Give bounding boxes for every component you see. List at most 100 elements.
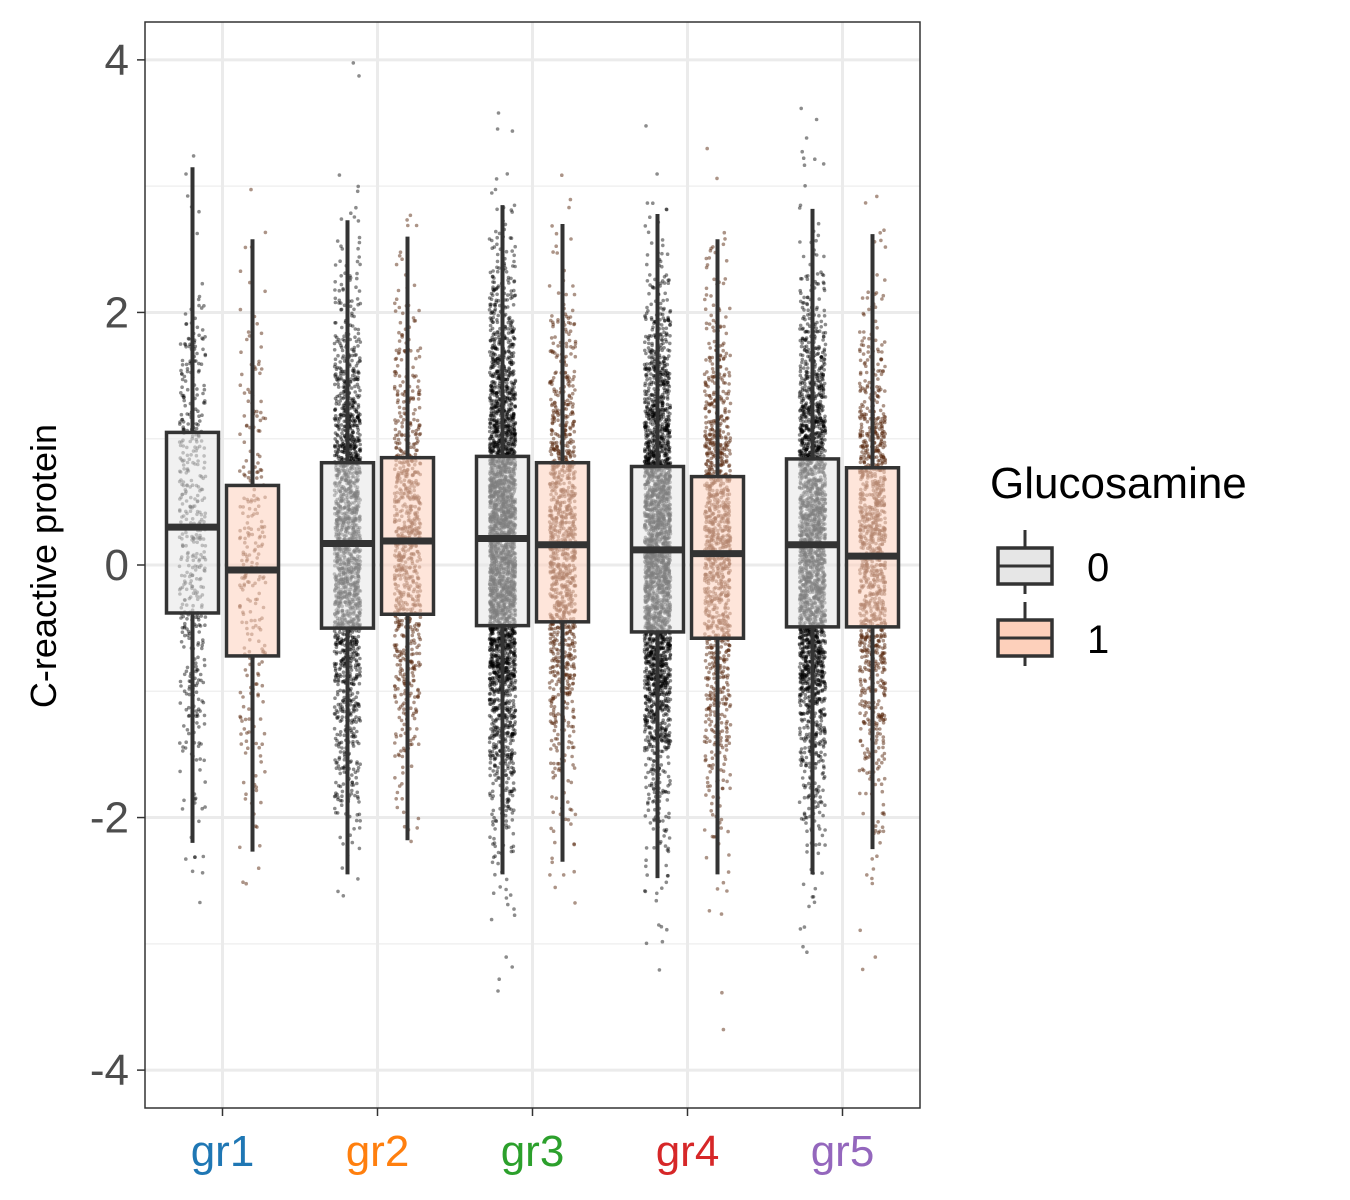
- data-point: [184, 669, 189, 674]
- data-point: [349, 434, 354, 438]
- data-point: [490, 629, 495, 633]
- data-point: [357, 371, 361, 375]
- data-point: [338, 435, 343, 439]
- data-point: [353, 663, 358, 667]
- data-point: [196, 297, 201, 302]
- data-point: [511, 698, 516, 703]
- data-point: [511, 831, 516, 836]
- data-point: [338, 413, 343, 417]
- data-point: [339, 377, 344, 381]
- data-point: [333, 736, 338, 741]
- data-point: [178, 422, 182, 426]
- data-point: [197, 303, 201, 308]
- data-point: [334, 766, 339, 770]
- data-point: [180, 385, 184, 390]
- data-point: [355, 189, 360, 194]
- data-point: [352, 445, 356, 449]
- data-point: [356, 428, 361, 432]
- data-point: [180, 417, 185, 422]
- data-point: [349, 386, 354, 390]
- data-point: [357, 74, 361, 78]
- data-point: [182, 672, 187, 677]
- data-point: [355, 276, 359, 281]
- data-point: [352, 348, 356, 352]
- data-point: [185, 617, 189, 621]
- data-point: [202, 722, 207, 726]
- data-point: [187, 679, 192, 683]
- data-point: [194, 690, 199, 694]
- data-point: [184, 857, 188, 861]
- data-point: [338, 259, 342, 264]
- data-point: [339, 637, 344, 641]
- data-point: [355, 781, 359, 786]
- data-point: [355, 729, 359, 734]
- data-point: [198, 672, 203, 677]
- data-point: [184, 172, 188, 176]
- data-point: [337, 755, 342, 760]
- data-point: [487, 425, 492, 429]
- data-point: [178, 679, 183, 684]
- data-point: [337, 288, 342, 293]
- data-point: [354, 818, 359, 823]
- data-point: [333, 423, 338, 428]
- data-point: [340, 431, 344, 436]
- data-point: [488, 702, 492, 706]
- data-point: [357, 438, 362, 443]
- data-point: [338, 366, 342, 370]
- data-point: [355, 760, 359, 764]
- data-point: [513, 437, 518, 442]
- data-point: [333, 794, 338, 798]
- data-point: [488, 645, 492, 650]
- data-point: [494, 229, 498, 234]
- data-point: [332, 664, 337, 668]
- data-point: [353, 439, 358, 443]
- data-point: [184, 362, 189, 367]
- data-point: [511, 264, 515, 268]
- data-point: [495, 252, 500, 257]
- data-point: [356, 395, 361, 400]
- data-point: [332, 649, 337, 654]
- data-point: [187, 713, 192, 718]
- data-point: [505, 381, 509, 386]
- data-point: [338, 798, 343, 803]
- data-point: [351, 405, 356, 409]
- data-point: [334, 399, 339, 403]
- data-point: [336, 454, 341, 459]
- data-point: [504, 773, 508, 778]
- data-point: [497, 364, 502, 369]
- data-point: [510, 325, 514, 329]
- data-point: [491, 781, 495, 786]
- data-point: [488, 773, 493, 778]
- data-point: [340, 799, 344, 803]
- data-point: [488, 760, 493, 765]
- data-point: [351, 396, 356, 401]
- data-point: [356, 405, 361, 409]
- data-point: [355, 690, 360, 695]
- data-point: [201, 700, 206, 705]
- data-point: [336, 889, 340, 894]
- data-point: [336, 447, 341, 452]
- data-point: [349, 665, 353, 670]
- data-point: [196, 678, 201, 682]
- data-point: [348, 655, 353, 659]
- data-point: [355, 664, 360, 668]
- data-point: [506, 421, 511, 425]
- data-point: [338, 341, 342, 345]
- data-point: [351, 651, 356, 655]
- data-point: [335, 643, 339, 647]
- data-point: [358, 449, 362, 453]
- data-point: [352, 417, 356, 421]
- data-point: [505, 389, 510, 393]
- data-point: [350, 434, 355, 439]
- data-point: [180, 377, 185, 382]
- data-point: [492, 836, 496, 841]
- data-point: [194, 669, 198, 674]
- data-point: [496, 989, 500, 993]
- data-point: [342, 700, 346, 705]
- data-point: [338, 750, 343, 754]
- data-point: [198, 419, 202, 423]
- data-point: [333, 280, 338, 284]
- data-point: [358, 819, 363, 823]
- data-point: [351, 646, 356, 651]
- data-point: [350, 630, 355, 634]
